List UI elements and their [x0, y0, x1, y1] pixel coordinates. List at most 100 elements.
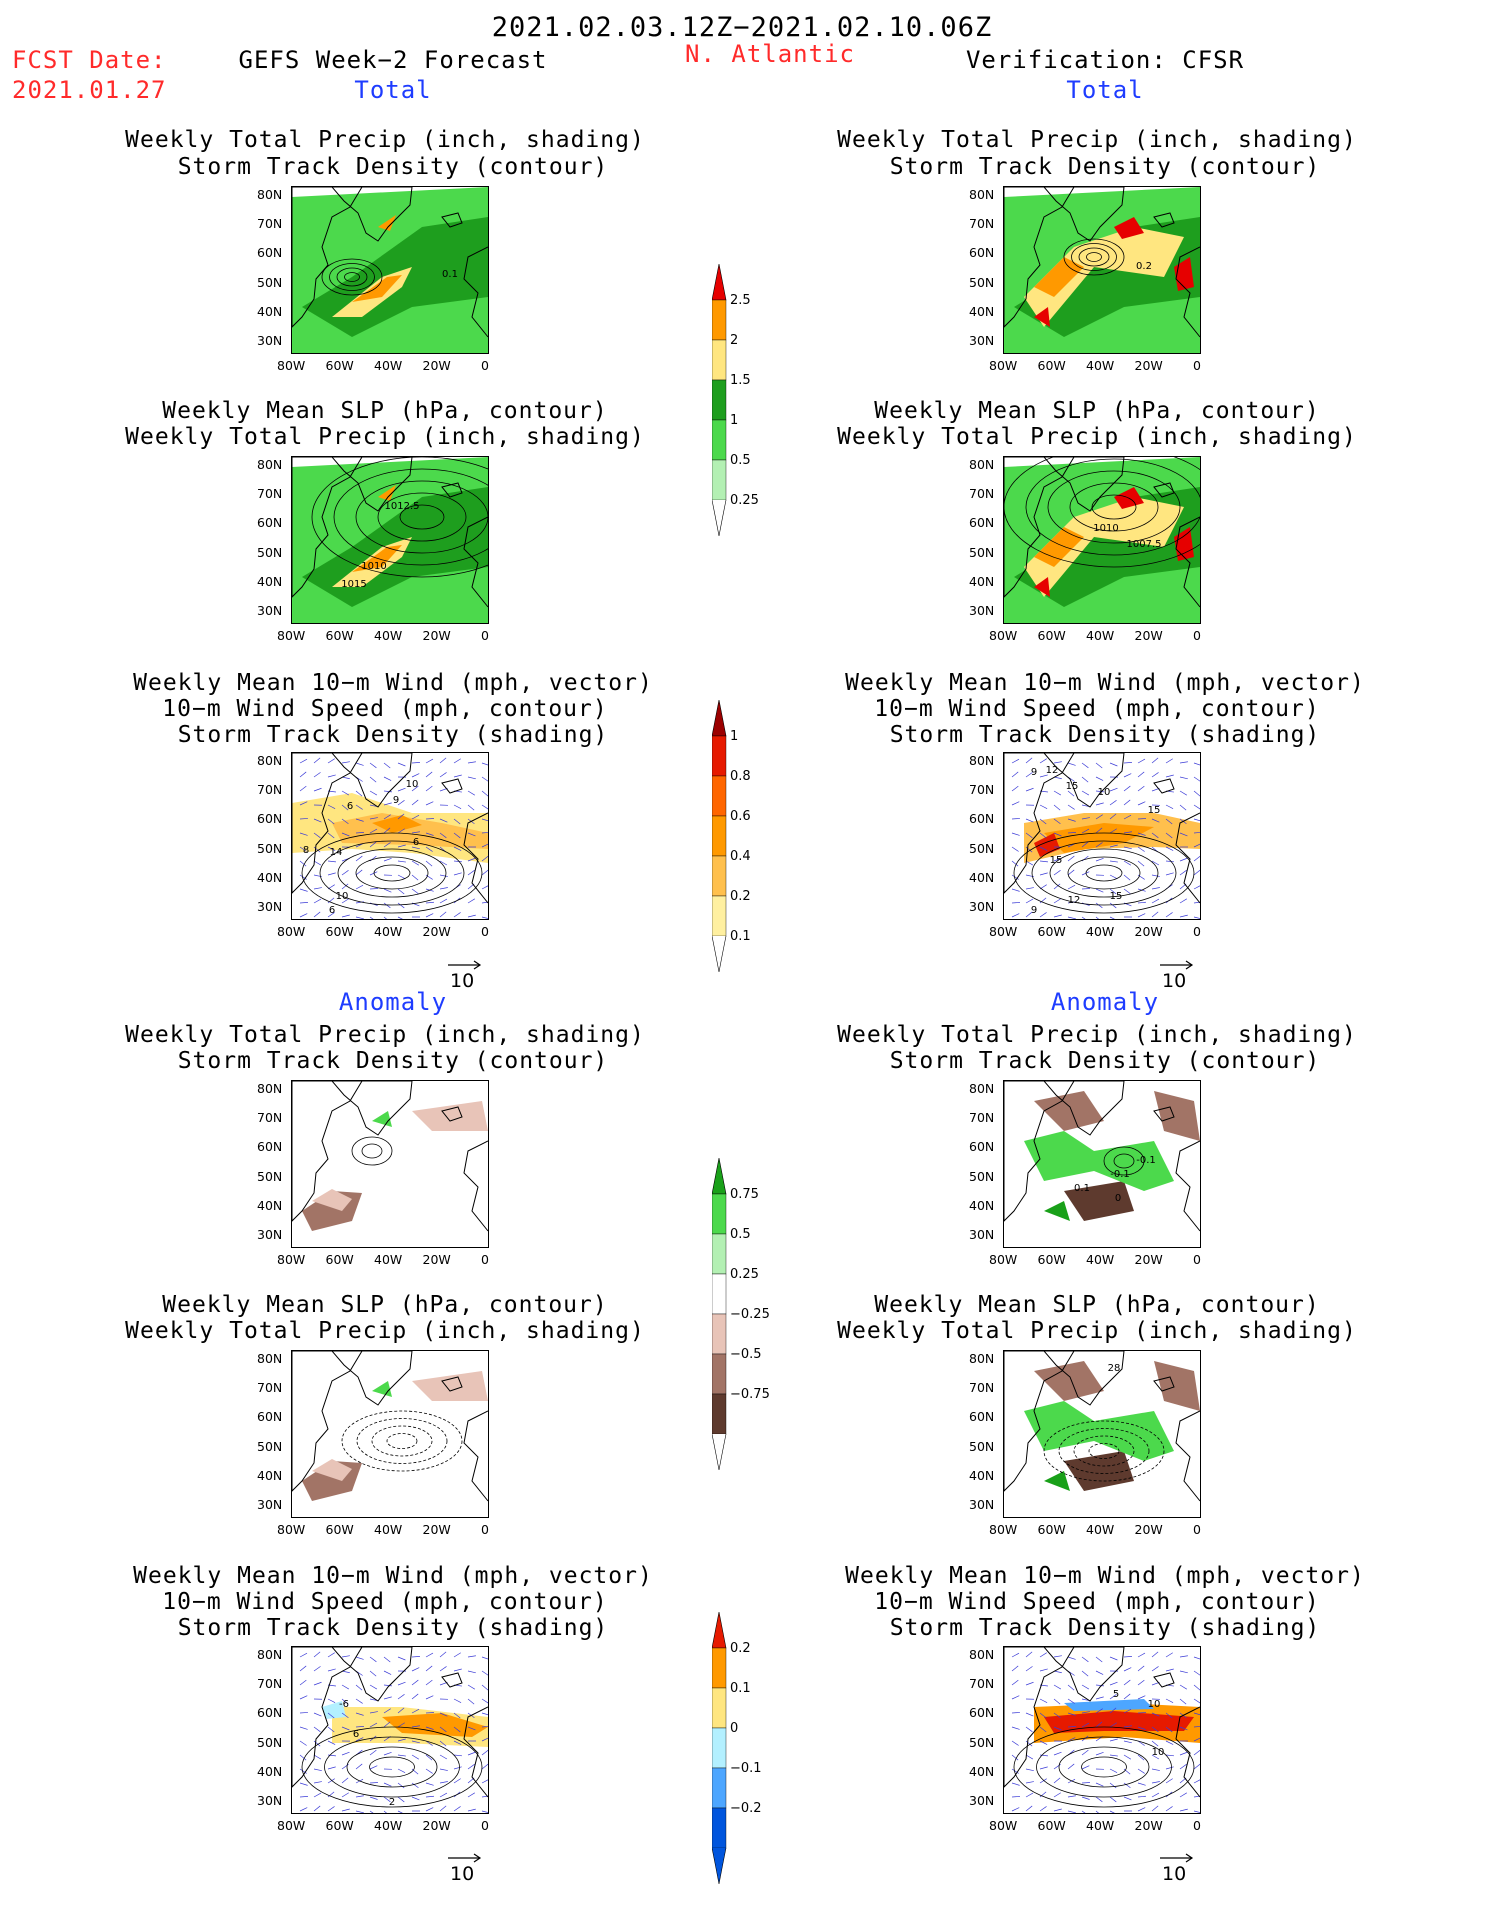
wind-vector [1137, 1768, 1145, 1774]
wind-vector [1095, 1684, 1104, 1687]
wind-vector [1137, 1726, 1146, 1730]
panel-title: Storm Track Density (shading) [177, 722, 609, 748]
wind-vector [481, 818, 488, 822]
europe-africa-coast [1175, 1140, 1200, 1232]
wind-vector [425, 1695, 434, 1700]
map-plot: -6 6 2 [292, 1647, 488, 1813]
contour-line [346, 1746, 438, 1788]
map-plot: 1010 1007.5 [1004, 457, 1200, 623]
contour-label: 1010 [361, 561, 386, 572]
wind-vector [1011, 758, 1020, 764]
lat-tick-label: 40N [257, 1197, 283, 1213]
wind-vector [1193, 762, 1200, 766]
wind-vector [1109, 874, 1118, 880]
wind-vector [355, 804, 363, 810]
wind-vector [397, 1722, 405, 1728]
wind-vector [1025, 1805, 1033, 1812]
panel-title: Weekly Total Precip (inch, shading) [837, 1022, 1357, 1048]
lat-tick-label: 80N [257, 1081, 283, 1096]
lon-tick-label: 20W [1134, 1522, 1163, 1537]
wind-vector [467, 1670, 476, 1674]
anom-shading [412, 1101, 488, 1131]
wind-vector [327, 860, 336, 863]
contour-line [1025, 458, 1200, 556]
colorbar-swatch [711, 499, 727, 537]
wind-vector [1081, 817, 1090, 820]
wind-vector [383, 902, 391, 909]
wind-vector [1109, 902, 1117, 909]
wind-vector [453, 758, 461, 764]
contour-label: 12 [1046, 765, 1059, 776]
wind-vector [1123, 1708, 1132, 1714]
wind-vector [1011, 1679, 1019, 1686]
lat-tick-label: 40N [257, 869, 283, 885]
track-anom-shading [322, 1701, 346, 1719]
lon-tick-label: 20W [422, 924, 451, 939]
wind-vector [481, 1656, 488, 1660]
wind-vector [1067, 884, 1076, 890]
lon-tick-label: 60W [1037, 1522, 1066, 1537]
wind-vector [481, 885, 488, 890]
wind-vector [1025, 1651, 1033, 1658]
contour-line [1067, 856, 1141, 890]
wind-vector [1193, 869, 1200, 876]
lon-tick-label: 40W [1086, 628, 1115, 643]
wind-vector [425, 758, 434, 764]
lon-tick-label: 20W [422, 1818, 451, 1833]
wind-vector [313, 1681, 322, 1686]
wind-vector [467, 804, 475, 811]
wind-vector [313, 772, 321, 778]
colorbar-label: 1 [730, 729, 739, 744]
europe-africa-coast [463, 1140, 488, 1232]
wind-vector [439, 898, 448, 904]
wind-vector [1137, 832, 1146, 836]
wind-vector [1193, 818, 1200, 822]
lon-tick-label: 40W [374, 628, 403, 643]
lat-tick-label: 50N [969, 1734, 995, 1750]
precip-shading [1024, 497, 1184, 597]
arrow-right-icon [1160, 960, 1194, 970]
wind-vector [1193, 1810, 1200, 1813]
wind-vector [467, 898, 475, 904]
wind-vector [1123, 1740, 1132, 1744]
contour-line [1058, 1428, 1150, 1474]
wind-vector [397, 813, 405, 820]
wind-vector [1179, 1655, 1188, 1658]
lon-tick-label: 0 [1193, 628, 1201, 643]
wind-vector [1025, 1740, 1033, 1747]
wind-vector [1179, 761, 1188, 764]
wind-vector [453, 1668, 462, 1672]
wind-vector [1137, 1795, 1146, 1798]
wind-vector [1137, 901, 1146, 904]
wind-vector [383, 802, 392, 806]
wind-vector [1109, 1681, 1118, 1686]
wind-vector [1067, 1712, 1076, 1716]
panel-title: Weekly Mean 10−m Wind (mph, vector) [845, 670, 1365, 696]
wind-vector [481, 843, 488, 848]
lat-tick-label: 40N [257, 1763, 283, 1779]
wind-vector [355, 869, 363, 876]
wind-vector [439, 1754, 448, 1760]
wind-vector [369, 776, 377, 783]
colorbar-swatch [711, 735, 727, 777]
lat-tick-label: 50N [257, 544, 283, 560]
wind-vector [397, 800, 405, 806]
wind-vector [1151, 1712, 1160, 1717]
colorbar-swatch [711, 299, 727, 341]
lat-tick-label: 80N [257, 1647, 283, 1662]
wind-vector [439, 832, 447, 839]
anom-shading [1024, 1401, 1174, 1461]
wind-vector [1123, 831, 1132, 834]
wind-vector [1123, 874, 1131, 881]
wind-vector [1095, 1708, 1103, 1714]
wind-vector [1151, 1792, 1160, 1798]
wind-vector [481, 1810, 488, 1813]
wind-vector [1095, 790, 1104, 793]
colorbar-swatches [711, 1611, 727, 1885]
coastline [292, 457, 363, 598]
wind-vector [299, 832, 308, 836]
wind-vector [1151, 860, 1160, 866]
lat-tick-label: 70N [969, 782, 995, 798]
anom-shading [412, 1371, 488, 1401]
europe-africa-coast [1175, 246, 1200, 338]
